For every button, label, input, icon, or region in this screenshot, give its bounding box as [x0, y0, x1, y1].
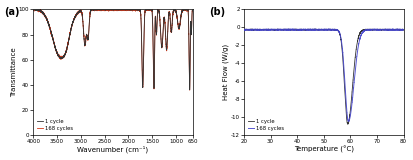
X-axis label: Temperature (°C): Temperature (°C)	[293, 146, 353, 153]
168 cycles	[190, 8, 195, 10]
1 cycle	[337, 33, 342, 35]
Legend: 1 cycle, 168 cycles: 1 cycle, 168 cycles	[36, 118, 74, 132]
1 cycle	[241, 29, 246, 31]
1 cycle	[126, 8, 131, 10]
168 cycles	[126, 8, 131, 10]
Line: 1 cycle: 1 cycle	[243, 29, 403, 124]
168 cycles	[187, 89, 192, 91]
1 cycle	[161, 17, 166, 19]
168 cycles	[360, 31, 365, 32]
1 cycle	[302, 29, 307, 31]
168 cycles	[241, 29, 246, 31]
168 cycles	[302, 29, 307, 31]
168 cycles	[59, 57, 64, 59]
Line: 168 cycles: 168 cycles	[33, 9, 192, 90]
168 cycles	[400, 29, 405, 31]
Text: (a): (a)	[5, 7, 20, 17]
1 cycle	[31, 8, 36, 10]
1 cycle	[248, 28, 253, 30]
168 cycles	[270, 29, 275, 31]
168 cycles	[372, 28, 377, 30]
1 cycle	[360, 29, 365, 31]
Line: 168 cycles: 168 cycles	[243, 29, 403, 121]
1 cycle	[190, 8, 195, 10]
168 cycles	[31, 8, 36, 10]
1 cycle	[400, 29, 405, 31]
168 cycles	[134, 8, 139, 10]
Y-axis label: Heat Flow (W/g): Heat Flow (W/g)	[222, 44, 229, 100]
1 cycle	[344, 123, 349, 125]
168 cycles	[344, 118, 349, 120]
1 cycle	[150, 12, 154, 14]
Line: 1 cycle: 1 cycle	[33, 9, 192, 90]
168 cycles	[150, 12, 154, 13]
1 cycle	[31, 9, 36, 11]
X-axis label: Wavenumber (cm⁻¹): Wavenumber (cm⁻¹)	[77, 146, 148, 153]
168 cycles	[345, 120, 350, 122]
1 cycle	[59, 56, 64, 58]
1 cycle	[270, 28, 275, 30]
1 cycle	[372, 29, 377, 31]
Text: (b): (b)	[209, 7, 224, 17]
1 cycle	[134, 8, 139, 10]
168 cycles	[92, 8, 97, 10]
168 cycles	[389, 28, 394, 30]
168 cycles	[31, 9, 36, 11]
168 cycles	[161, 17, 166, 19]
1 cycle	[344, 122, 349, 124]
Legend: 1 cycle, 168 cycles: 1 cycle, 168 cycles	[246, 118, 284, 132]
168 cycles	[336, 32, 341, 34]
1 cycle	[92, 9, 97, 11]
1 cycle	[187, 89, 192, 91]
Y-axis label: Transmittance: Transmittance	[11, 47, 17, 97]
